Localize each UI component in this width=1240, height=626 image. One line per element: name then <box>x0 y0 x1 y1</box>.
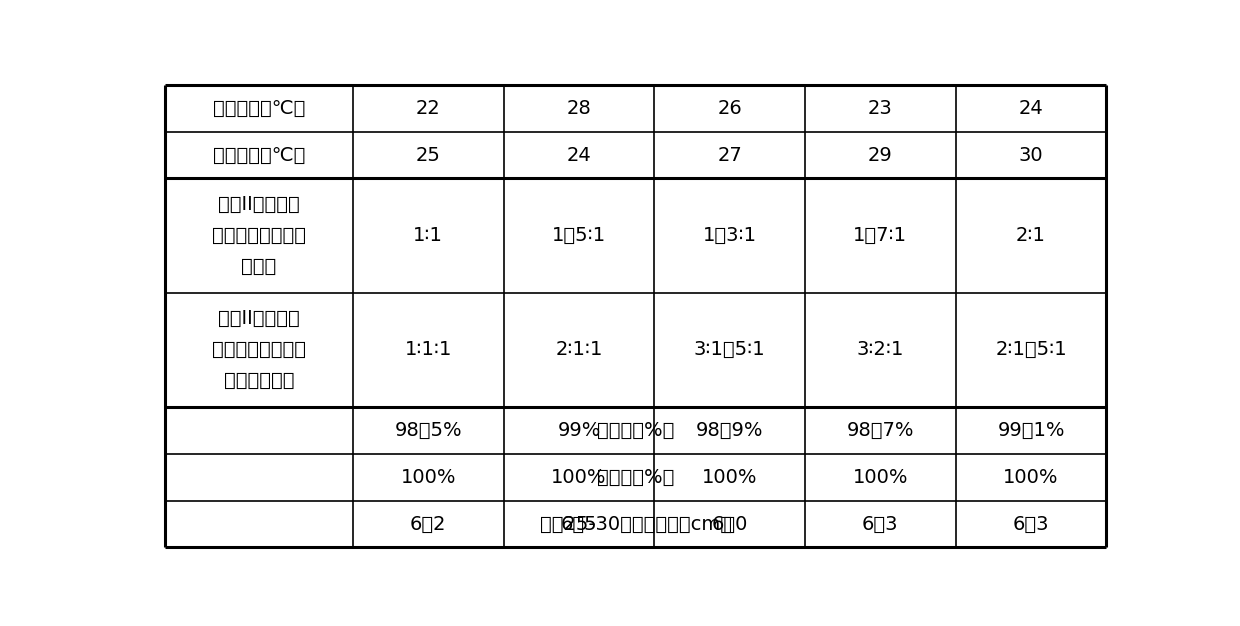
Text: 2∶1∶1: 2∶1∶1 <box>556 341 603 359</box>
Text: 6．5: 6．5 <box>560 515 598 533</box>
Text: 22: 22 <box>415 99 440 118</box>
Text: 3∶1．5∶1: 3∶1．5∶1 <box>694 341 765 359</box>
Text: 98．5%: 98．5% <box>394 421 463 440</box>
Text: 100%: 100% <box>853 468 908 486</box>
Text: 99%: 99% <box>557 421 600 440</box>
Text: 6．3: 6．3 <box>862 515 899 533</box>
Text: 空气温度（℃）: 空气温度（℃） <box>212 99 305 118</box>
Text: 2∶1．5∶1: 2∶1．5∶1 <box>996 341 1066 359</box>
Text: 100%: 100% <box>552 468 606 486</box>
Text: 生根率（%）: 生根率（%） <box>596 421 675 440</box>
Text: 6．3: 6．3 <box>1013 515 1049 533</box>
Text: 1．3∶1: 1．3∶1 <box>703 226 756 245</box>
Text: 6．0: 6．0 <box>712 515 748 533</box>
Text: 1∶1∶1: 1∶1∶1 <box>404 341 453 359</box>
Text: 成活率（%）: 成活率（%） <box>596 468 675 486</box>
Text: 100%: 100% <box>702 468 758 486</box>
Text: 25: 25 <box>415 146 440 165</box>
Text: 26: 26 <box>717 99 742 118</box>
Text: 1．5∶1: 1．5∶1 <box>552 226 606 245</box>
Text: 基质II中上层基
质蛭石：珍珠岩的
体积比: 基质II中上层基 质蛭石：珍珠岩的 体积比 <box>212 195 306 276</box>
Text: 99．1%: 99．1% <box>997 421 1065 440</box>
Text: 2∶1: 2∶1 <box>1016 226 1047 245</box>
Text: 23: 23 <box>868 99 893 118</box>
Text: 培养25-30天后的株高（cm）: 培养25-30天后的株高（cm） <box>539 515 732 533</box>
Text: 土壤温度（℃）: 土壤温度（℃） <box>212 146 305 165</box>
Text: 1∶1: 1∶1 <box>413 226 443 245</box>
Text: 100%: 100% <box>1003 468 1059 486</box>
Text: 24: 24 <box>567 146 591 165</box>
Text: 基质II中下层基
质草炭：蛭石：珍
珠岩的体积比: 基质II中下层基 质草炭：蛭石：珍 珠岩的体积比 <box>212 309 306 390</box>
Text: 28: 28 <box>567 99 591 118</box>
Text: 3∶2∶1: 3∶2∶1 <box>857 341 904 359</box>
Text: 1．7∶1: 1．7∶1 <box>853 226 908 245</box>
Text: 100%: 100% <box>401 468 456 486</box>
Text: 98．9%: 98．9% <box>696 421 764 440</box>
Text: 6．2: 6．2 <box>410 515 446 533</box>
Text: 98．7%: 98．7% <box>847 421 914 440</box>
Text: 27: 27 <box>717 146 742 165</box>
Text: 24: 24 <box>1019 99 1043 118</box>
Text: 29: 29 <box>868 146 893 165</box>
Text: 30: 30 <box>1019 146 1043 165</box>
